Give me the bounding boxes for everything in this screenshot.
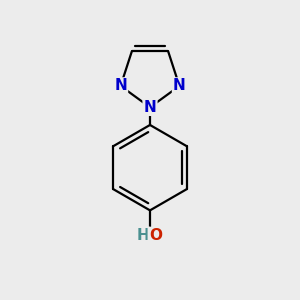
Text: N: N xyxy=(114,78,127,93)
Text: N: N xyxy=(144,100,156,115)
Text: O: O xyxy=(149,228,162,243)
Text: N: N xyxy=(173,78,186,93)
Text: H: H xyxy=(136,228,149,243)
